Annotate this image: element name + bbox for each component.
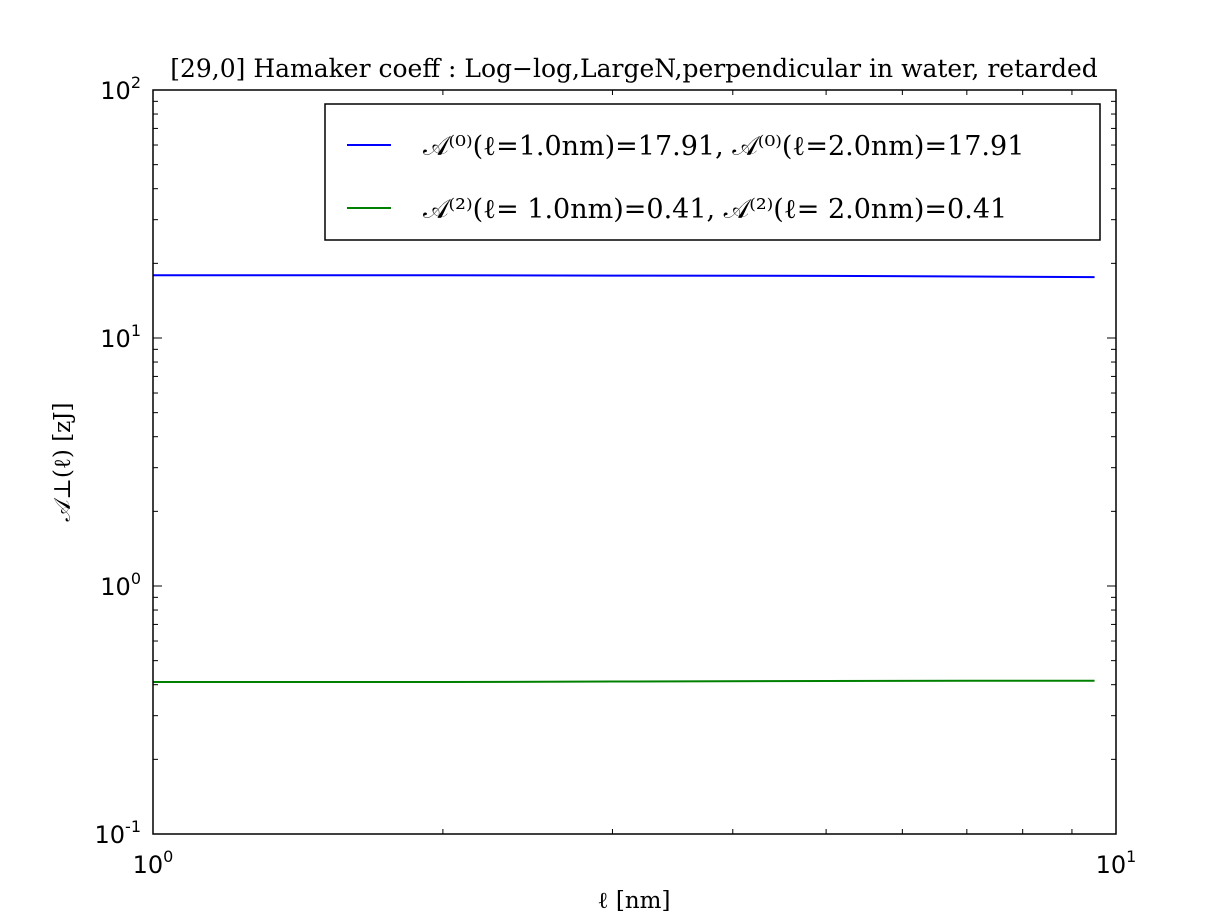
legend-label-0: 𝒜⁽⁰⁾(ℓ=1.0nm)=17.91, 𝒜⁽⁰⁾(ℓ=2.0nm)=17.91 [423, 131, 1024, 162]
minor-ticks [153, 90, 1116, 834]
y-tick-label: 10-1 [95, 817, 142, 849]
y-tick-label: 100 [100, 569, 141, 601]
chart-title: [29,0] Hamaker coeff : Log−log,LargeN,pe… [170, 54, 1098, 83]
x-axis-label: ℓ [nm] [598, 888, 671, 914]
x-tick-label: 100 [133, 847, 174, 879]
legend: 𝒜⁽⁰⁾(ℓ=1.0nm)=17.91, 𝒜⁽⁰⁾(ℓ=2.0nm)=17.91… [324, 103, 1101, 241]
y-axis-label: 𝒜⊥(ℓ) [zJ] [50, 403, 76, 522]
legend-label-1: 𝒜⁽²⁾(ℓ= 1.0nm)=0.41, 𝒜⁽²⁾(ℓ= 2.0nm)=0.41 [423, 194, 1007, 225]
y-tick-label: 101 [100, 321, 141, 353]
plot-frame [152, 89, 1117, 835]
series-layer [153, 274, 1095, 684]
series-line-0 [153, 274, 1095, 279]
x-tick-label: 101 [1096, 847, 1137, 879]
y-tick-label: 102 [100, 73, 141, 105]
series-line-1 [153, 679, 1095, 684]
legend-box [324, 103, 1101, 241]
